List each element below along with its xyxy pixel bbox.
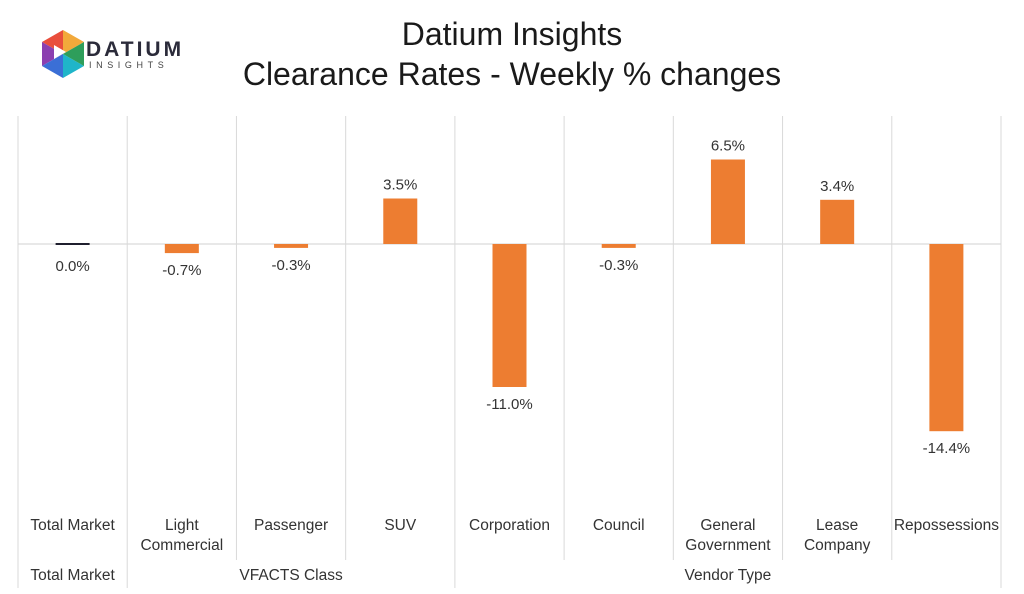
logo-wordmark: DATIUM	[86, 38, 185, 61]
bar	[274, 244, 309, 248]
category-label: Total Market	[30, 517, 115, 534]
category-label: Lease	[816, 517, 858, 534]
datium-logo	[38, 28, 188, 80]
logo-subtitle: INSIGHTS	[89, 60, 169, 70]
category-label: Commercial	[140, 537, 223, 554]
bar	[820, 199, 855, 244]
category-label: Company	[804, 537, 871, 554]
data-label: 0.0%	[56, 258, 90, 275]
chart-title-line2: Clearance Rates - Weekly % changes	[242, 56, 782, 92]
category-label: Passenger	[254, 517, 328, 534]
category-label: Light	[165, 517, 199, 534]
data-label: -0.3%	[599, 257, 638, 274]
group-label: Total Market	[30, 567, 115, 584]
category-label: Repossessions	[894, 517, 999, 534]
data-label: 3.5%	[383, 177, 417, 194]
category-label: Council	[593, 517, 645, 534]
category-label: Corporation	[469, 517, 550, 534]
bar	[492, 244, 527, 387]
bar	[929, 244, 964, 432]
category-label: General	[700, 517, 755, 534]
bar	[710, 159, 745, 244]
bar	[383, 198, 418, 244]
data-label: -0.3%	[271, 257, 310, 274]
category-label: Government	[685, 537, 771, 554]
data-label: -0.7%	[162, 262, 201, 279]
category-label: SUV	[384, 517, 417, 534]
group-label: VFACTS Class	[239, 567, 343, 584]
data-label: -11.0%	[486, 396, 532, 413]
data-label: 3.4%	[820, 178, 854, 195]
datium-logo-icon	[42, 30, 84, 78]
bar	[55, 243, 90, 245]
data-label: 6.5%	[711, 138, 745, 155]
bar	[164, 244, 199, 254]
bar	[601, 244, 636, 248]
chart-title-line1: Datium Insights	[401, 16, 623, 52]
group-label: Vendor Type	[685, 567, 772, 584]
data-label: -14.4%	[923, 440, 971, 457]
